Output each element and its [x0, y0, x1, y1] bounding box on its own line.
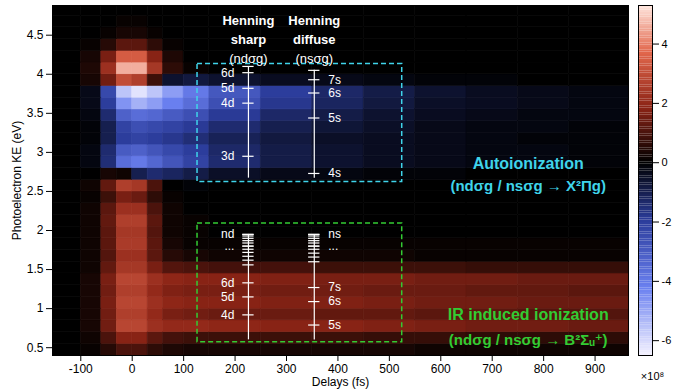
svg-text:(ndσg): (ndσg): [229, 51, 267, 66]
svg-text:100: 100: [174, 362, 194, 376]
svg-text:5d: 5d: [221, 81, 234, 95]
svg-text:2.5: 2.5: [27, 184, 44, 198]
svg-text:900: 900: [585, 362, 605, 376]
svg-text:6s: 6s: [328, 86, 341, 100]
svg-text:nd: nd: [221, 227, 234, 241]
svg-text:-100: -100: [69, 362, 93, 376]
svg-text:5s: 5s: [328, 111, 341, 125]
svg-text:4: 4: [662, 38, 668, 50]
svg-text:4d: 4d: [221, 96, 234, 110]
svg-text:ns: ns: [328, 227, 341, 241]
svg-text:600: 600: [431, 362, 451, 376]
svg-text:-4: -4: [662, 275, 672, 287]
svg-text:700: 700: [482, 362, 502, 376]
svg-text:500: 500: [379, 362, 399, 376]
svg-text:sharp: sharp: [231, 32, 266, 47]
svg-text:×10⁸: ×10⁸: [641, 370, 664, 382]
svg-text:-2: -2: [662, 216, 672, 228]
svg-text:2: 2: [662, 97, 668, 109]
svg-text:6s: 6s: [328, 294, 341, 308]
svg-text:400: 400: [327, 362, 348, 376]
svg-text:7s: 7s: [328, 280, 341, 294]
svg-text:4d: 4d: [221, 308, 234, 322]
svg-text:6d: 6d: [221, 276, 234, 290]
svg-text:3.5: 3.5: [27, 106, 44, 120]
svg-text:0: 0: [662, 156, 668, 168]
svg-text:IR induced ionization: IR induced ionization: [448, 306, 609, 323]
svg-text:1: 1: [37, 301, 44, 315]
svg-text:Henning: Henning: [288, 13, 340, 28]
svg-text:0: 0: [129, 362, 136, 376]
svg-text:Henning: Henning: [222, 13, 274, 28]
svg-text:200: 200: [225, 362, 245, 376]
svg-text:1.5: 1.5: [27, 262, 44, 276]
svg-text:7s: 7s: [328, 73, 341, 87]
svg-text:Photoelectron KE (eV): Photoelectron KE (eV): [10, 121, 24, 240]
svg-text:(nsσg): (nsσg): [295, 51, 333, 66]
svg-text:4s: 4s: [328, 166, 341, 180]
svg-text:4.5: 4.5: [27, 28, 44, 42]
svg-text:2: 2: [37, 223, 44, 237]
svg-text:800: 800: [534, 362, 554, 376]
svg-text:3: 3: [37, 145, 44, 159]
svg-text:(ndσg / nsσg → B²Σᵤ⁺): (ndσg / nsσg → B²Σᵤ⁺): [449, 331, 608, 348]
svg-text:5d: 5d: [221, 290, 234, 304]
svg-text:5s: 5s: [328, 318, 341, 332]
svg-text:-6: -6: [662, 334, 672, 346]
svg-text:(ndσg / nsσg → X²Πg): (ndσg / nsσg → X²Πg): [450, 177, 606, 194]
svg-text:0.5: 0.5: [27, 341, 44, 355]
svg-text:Autoionization: Autoionization: [473, 155, 584, 172]
svg-text:6d: 6d: [221, 66, 234, 80]
svg-text:300: 300: [276, 362, 296, 376]
svg-text:Delays (fs): Delays (fs): [312, 375, 369, 389]
svg-text:4: 4: [37, 67, 44, 81]
svg-text:3d: 3d: [221, 149, 234, 163]
svg-text:diffuse: diffuse: [293, 32, 336, 47]
